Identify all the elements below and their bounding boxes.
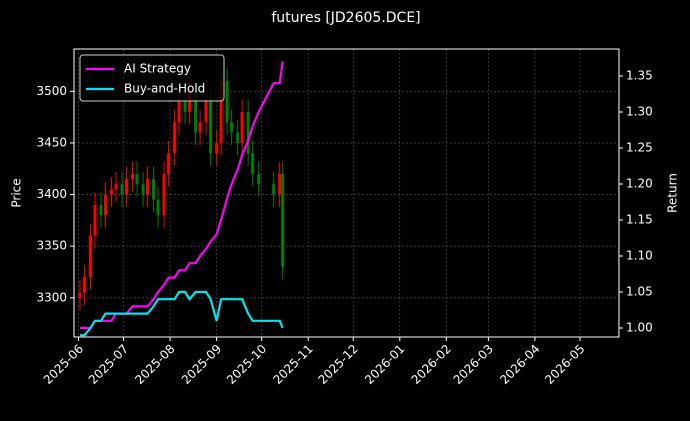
y2-tick-label: 1.10 xyxy=(626,249,653,263)
chart-title: futures [JD2605.DCE] xyxy=(271,10,420,26)
candle-body xyxy=(230,122,234,133)
candle-body xyxy=(240,111,244,143)
candle-body xyxy=(167,153,171,174)
y2-axis-label: Return xyxy=(666,173,680,213)
y-axis-label: Price xyxy=(10,178,24,207)
candle-body xyxy=(156,199,160,216)
candle-body xyxy=(246,111,250,154)
candle-body xyxy=(198,122,202,133)
candle-body xyxy=(219,81,223,143)
candle-body xyxy=(135,173,139,185)
y-tick-label: 3500 xyxy=(36,84,67,98)
candle-body xyxy=(188,91,192,112)
candle-body xyxy=(83,277,87,293)
candle-body xyxy=(110,189,114,195)
candle-body xyxy=(251,153,255,174)
candle-body xyxy=(146,179,150,195)
plot-frame xyxy=(73,48,620,338)
candle-body xyxy=(209,101,213,154)
y-tick-label: 3300 xyxy=(36,290,67,304)
candle-body xyxy=(104,194,108,216)
candle-body xyxy=(183,101,187,112)
candle-body xyxy=(89,235,93,278)
y2-tick-label: 1.35 xyxy=(626,69,653,83)
candle-body xyxy=(257,173,261,185)
candle-body xyxy=(93,204,97,236)
candle-body xyxy=(281,173,285,267)
candle-body xyxy=(125,179,129,195)
legend-label: Buy-and-Hold xyxy=(124,82,205,96)
candle-body xyxy=(131,173,135,180)
candle-body xyxy=(215,142,219,154)
candle-body xyxy=(236,132,240,143)
candle-body xyxy=(99,204,103,216)
candle-body xyxy=(225,81,229,123)
y2-tick-label: 1.00 xyxy=(626,321,653,335)
candle-body xyxy=(120,184,124,195)
candle-body xyxy=(278,173,282,195)
candle-body xyxy=(272,184,276,195)
candle-body xyxy=(173,122,177,154)
legend-box xyxy=(79,54,225,102)
y2-tick-label: 1.15 xyxy=(626,213,653,227)
candle-body xyxy=(114,184,118,190)
y2-tick-label: 1.05 xyxy=(626,285,653,299)
legend: AI Strategy Buy-and-Hold xyxy=(79,54,225,102)
y-tick-label: 3450 xyxy=(36,135,67,149)
candle-body xyxy=(141,184,145,195)
line-series xyxy=(80,290,284,337)
candle-body xyxy=(204,101,208,123)
candle-body xyxy=(78,292,82,298)
y-tick-label: 3400 xyxy=(36,187,67,201)
y2-tick-label: 1.30 xyxy=(626,105,653,119)
candle-body xyxy=(194,91,198,133)
y2-tick-label: 1.20 xyxy=(626,177,653,191)
candle-body xyxy=(162,173,166,216)
y-tick-label: 3350 xyxy=(36,239,67,253)
candle-body xyxy=(177,101,181,123)
y2-tick-label: 1.25 xyxy=(626,141,653,155)
candle-body xyxy=(152,179,156,200)
line-series xyxy=(80,61,284,330)
legend-label: AI Strategy xyxy=(124,62,191,76)
